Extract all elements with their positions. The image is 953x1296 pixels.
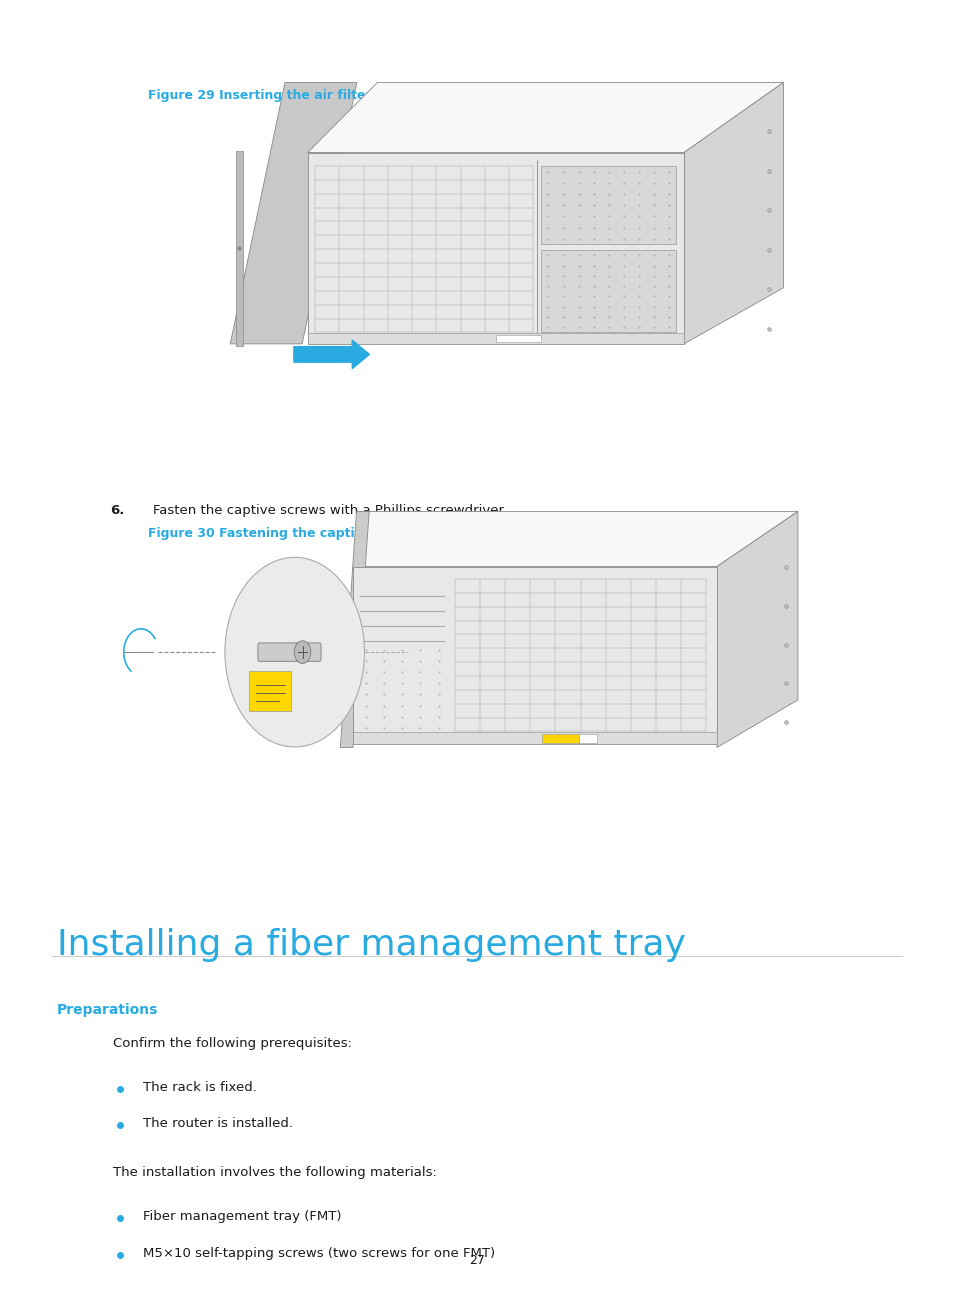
Polygon shape bbox=[340, 512, 369, 748]
Text: 27: 27 bbox=[469, 1255, 484, 1267]
Text: The rack is fixed.: The rack is fixed. bbox=[143, 1081, 256, 1094]
FancyBboxPatch shape bbox=[353, 732, 717, 744]
FancyBboxPatch shape bbox=[308, 153, 683, 343]
Text: The router is installed.: The router is installed. bbox=[143, 1117, 293, 1130]
Polygon shape bbox=[683, 83, 782, 343]
Circle shape bbox=[294, 640, 311, 664]
FancyBboxPatch shape bbox=[235, 150, 242, 346]
FancyBboxPatch shape bbox=[540, 250, 676, 332]
Polygon shape bbox=[353, 512, 797, 566]
Text: Preparations: Preparations bbox=[57, 1003, 158, 1017]
FancyBboxPatch shape bbox=[496, 334, 540, 342]
FancyBboxPatch shape bbox=[308, 333, 683, 343]
Text: The installation involves the following materials:: The installation involves the following … bbox=[112, 1166, 436, 1179]
FancyBboxPatch shape bbox=[540, 166, 676, 245]
Text: Fasten the captive screws with a Phillips screwdriver.: Fasten the captive screws with a Phillip… bbox=[152, 504, 506, 517]
Polygon shape bbox=[308, 83, 782, 153]
FancyBboxPatch shape bbox=[249, 671, 291, 712]
FancyBboxPatch shape bbox=[257, 643, 321, 661]
FancyArrow shape bbox=[294, 340, 369, 368]
Circle shape bbox=[225, 557, 364, 746]
Text: M5×10 self-tapping screws (two screws for one FMT): M5×10 self-tapping screws (two screws fo… bbox=[143, 1247, 495, 1260]
Text: Figure 30 Fastening the captive screws: Figure 30 Fastening the captive screws bbox=[148, 527, 423, 540]
Text: Installing a fiber management tray: Installing a fiber management tray bbox=[57, 928, 685, 962]
Text: Fiber management tray (FMT): Fiber management tray (FMT) bbox=[143, 1210, 341, 1223]
Polygon shape bbox=[230, 83, 356, 343]
Text: 6.: 6. bbox=[110, 504, 124, 517]
FancyBboxPatch shape bbox=[578, 734, 597, 743]
FancyBboxPatch shape bbox=[541, 734, 578, 743]
Polygon shape bbox=[717, 512, 797, 748]
Text: Confirm the following prerequisites:: Confirm the following prerequisites: bbox=[112, 1037, 352, 1050]
FancyBboxPatch shape bbox=[353, 566, 717, 744]
Text: Figure 29 Inserting the air filter: Figure 29 Inserting the air filter bbox=[148, 89, 371, 102]
